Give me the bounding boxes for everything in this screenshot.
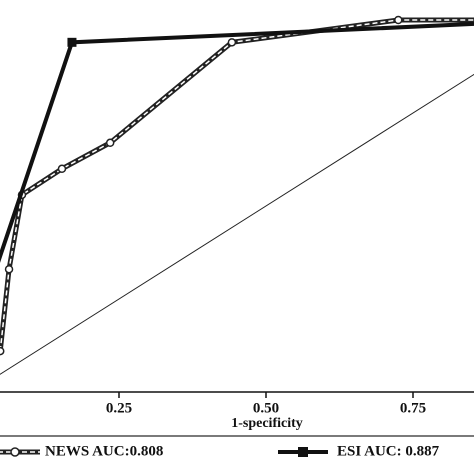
series-line [0, 21, 474, 263]
plot-area [0, 15, 474, 375]
x-tick-label: 0.50 [253, 400, 279, 416]
point [67, 37, 77, 47]
reference-diagonal [0, 73, 474, 375]
axes: 0.25 0.50 0.75 [0, 391, 474, 416]
point [10, 447, 20, 457]
legend-box [0, 435, 474, 437]
legend-label: NEWS AUC:0.808 [45, 443, 163, 459]
point [227, 38, 237, 47]
legend: NEWS AUC:0.808 ESI AUC: 0.887 [0, 443, 440, 459]
series-line-outline [0, 17, 474, 352]
x-tick-label: 0.75 [400, 400, 426, 416]
point [57, 164, 67, 174]
legend-label: ESI AUC: 0.887 [337, 443, 440, 459]
point [298, 447, 308, 457]
x-tick-label: 0.25 [106, 400, 132, 416]
point [394, 15, 403, 25]
point [4, 264, 14, 274]
point [0, 346, 5, 356]
x-axis-title: 1-specificity [231, 416, 303, 431]
point [105, 138, 115, 148]
series-line [0, 19, 474, 352]
